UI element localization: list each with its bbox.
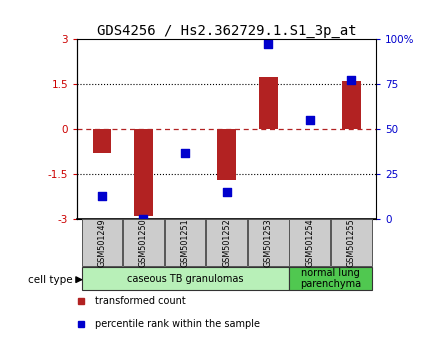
Bar <box>206 219 247 266</box>
Bar <box>134 129 153 216</box>
Text: GSM501250: GSM501250 <box>139 218 148 267</box>
Bar <box>248 219 289 266</box>
Text: GSM501253: GSM501253 <box>264 218 273 267</box>
Bar <box>165 219 205 266</box>
Point <box>306 117 313 123</box>
Point <box>264 41 271 47</box>
Text: GSM501252: GSM501252 <box>222 218 231 267</box>
Text: GSM501255: GSM501255 <box>347 218 356 267</box>
Point <box>182 150 189 155</box>
Point <box>223 189 230 195</box>
Bar <box>290 267 372 290</box>
Bar <box>81 219 122 266</box>
Bar <box>217 129 236 180</box>
Text: caseous TB granulomas: caseous TB granulomas <box>127 274 243 284</box>
Text: percentile rank within the sample: percentile rank within the sample <box>95 319 260 329</box>
Title: GDS4256 / Hs2.362729.1.S1_3p_at: GDS4256 / Hs2.362729.1.S1_3p_at <box>97 24 356 38</box>
Point <box>140 217 147 222</box>
Point <box>99 193 106 199</box>
Text: normal lung
parenchyma: normal lung parenchyma <box>300 268 361 290</box>
Bar <box>123 219 164 266</box>
Text: GSM501254: GSM501254 <box>305 218 314 267</box>
Bar <box>92 129 111 153</box>
Bar <box>81 267 289 290</box>
Point <box>348 78 355 83</box>
Text: cell type: cell type <box>28 275 73 285</box>
Bar <box>290 219 330 266</box>
Bar <box>259 76 278 129</box>
Bar <box>342 81 361 129</box>
Text: GSM501249: GSM501249 <box>97 218 106 267</box>
Bar <box>331 219 372 266</box>
Text: GSM501251: GSM501251 <box>180 218 190 267</box>
Text: transformed count: transformed count <box>95 296 185 306</box>
